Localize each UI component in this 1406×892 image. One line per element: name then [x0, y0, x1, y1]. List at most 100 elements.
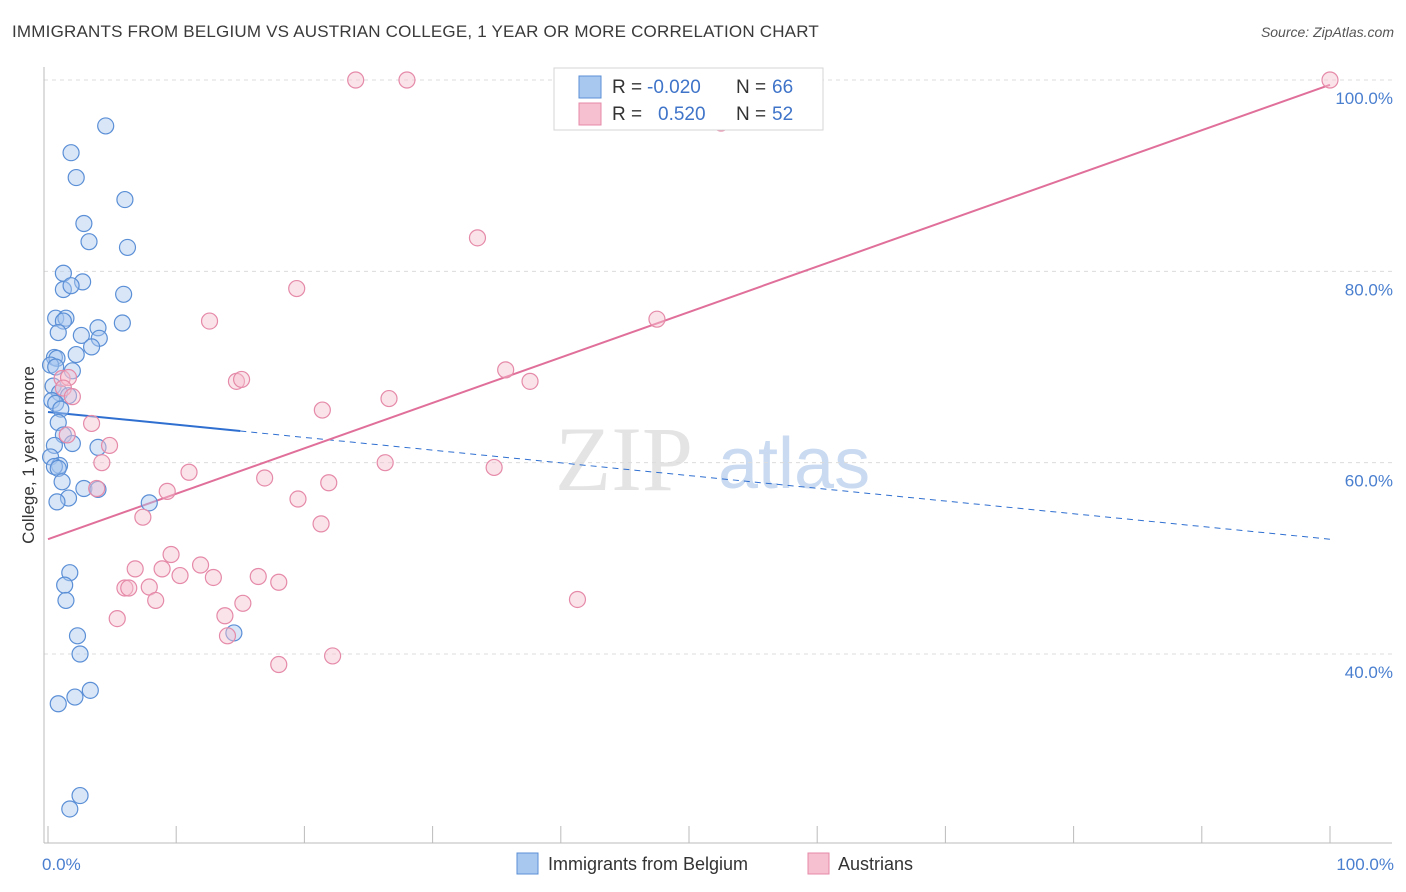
trend-line-blue-solid: [47, 410, 241, 433]
point-pink-9: [232, 370, 251, 389]
legend-n-value-pink: 52: [772, 104, 793, 125]
point-pink-37: [204, 568, 222, 587]
point-blue-56: [49, 695, 67, 713]
point-pink-21: [93, 454, 111, 472]
point-pink-34: [191, 556, 210, 574]
point-pink-40: [116, 579, 134, 597]
trend-line-pink: [47, 83, 1331, 541]
legend-n-value-blue: 66: [772, 77, 793, 98]
legend-r-label-blue: R =: [612, 77, 642, 98]
point-blue-35: [63, 434, 81, 453]
point-blue-49: [56, 576, 74, 594]
point-blue-53: [71, 645, 89, 663]
point-blue-17: [49, 323, 67, 342]
point-blue-22: [48, 349, 66, 367]
point-blue-10: [62, 277, 80, 295]
point-pink-36: [171, 566, 189, 585]
points-layer: [41, 71, 1339, 818]
point-pink-41: [120, 579, 138, 597]
point-pink-6: [200, 312, 219, 330]
point-blue-58: [61, 800, 79, 818]
point-pink-30: [134, 508, 152, 526]
legend-n-label-blue: N =: [736, 77, 766, 98]
watermark-atlas: atlas: [718, 424, 870, 504]
bottom-legend: Immigrants from Belgium Austrians: [516, 852, 913, 875]
watermark-zip: ZIP: [555, 408, 693, 510]
chart-title: IMMIGRANTS FROM BELGIUM VS AUSTRIAN COLL…: [12, 22, 819, 41]
legend-r-value-pink: 0.520: [658, 104, 706, 125]
point-blue-32: [52, 400, 70, 418]
point-pink-24: [180, 463, 198, 481]
point-pink-23: [485, 458, 503, 477]
trend-layer: [47, 83, 1331, 541]
watermark: ZIP atlas: [555, 408, 870, 510]
point-blue-15: [113, 314, 131, 332]
legend-r-label-pink: R =: [612, 104, 642, 125]
y-axis-title: College, 1 year or more: [19, 366, 38, 544]
point-blue-6: [118, 238, 137, 257]
point-pink-48: [218, 627, 237, 645]
point-blue-52: [68, 627, 87, 645]
point-pink-4: [468, 229, 487, 247]
point-pink-49: [324, 647, 342, 665]
y-tick-label-60: 60.0%: [1345, 472, 1393, 491]
point-blue-23: [67, 345, 85, 364]
point-pink-35: [153, 560, 171, 578]
point-pink-28: [158, 482, 176, 500]
point-pink-7: [648, 310, 666, 328]
point-blue-13: [57, 309, 75, 327]
point-pink-1: [398, 71, 416, 89]
point-blue-47: [140, 494, 158, 512]
point-pink-46: [216, 607, 234, 625]
point-pink-19: [58, 426, 76, 444]
point-blue-20: [82, 338, 101, 356]
x-tick-label-0: 0.0%: [42, 855, 81, 874]
x-tick-label-100: 100.0%: [1336, 855, 1394, 874]
point-pink-5: [288, 279, 306, 298]
point-pink-18: [82, 414, 101, 433]
point-pink-32: [162, 545, 180, 564]
bottom-legend-swatch-blue: [516, 852, 539, 875]
point-pink-38: [249, 567, 267, 586]
point-pink-22: [376, 454, 394, 472]
legend-swatch-blue: [578, 75, 602, 99]
point-pink-31: [312, 515, 330, 533]
point-pink-11: [521, 372, 539, 390]
point-pink-10: [497, 361, 515, 379]
point-blue-44: [89, 480, 107, 499]
point-blue-1: [62, 144, 80, 162]
legend-swatch-pink: [578, 102, 602, 126]
bottom-legend-label-blue: Immigrants from Belgium: [548, 854, 748, 874]
grid-layer: [44, 79, 1392, 655]
point-blue-50: [57, 591, 75, 610]
legend-r-value-blue: -0.020: [647, 77, 701, 98]
point-blue-2: [67, 168, 85, 187]
legend-n-label-pink: N =: [736, 104, 766, 125]
point-pink-33: [126, 560, 144, 578]
point-blue-55: [66, 688, 84, 706]
point-blue-57: [71, 786, 89, 805]
y-tick-label-40: 40.0%: [1345, 663, 1393, 682]
point-pink-47: [108, 610, 126, 628]
point-pink-26: [320, 474, 338, 492]
point-pink-0: [347, 71, 365, 89]
axis-layer: 40.0% 60.0% 80.0% 100.0% 0.0% 100.0%: [42, 67, 1394, 874]
point-blue-4: [75, 214, 93, 233]
point-blue-42: [53, 473, 71, 491]
point-pink-44: [568, 590, 587, 609]
point-pink-2: [1321, 71, 1339, 89]
point-blue-41: [49, 459, 67, 478]
point-pink-39: [270, 573, 288, 591]
point-pink-20: [100, 436, 119, 455]
point-pink-13: [59, 368, 78, 387]
chart-source: Source: ZipAtlas.com: [1260, 24, 1394, 40]
point-pink-25: [256, 469, 274, 487]
point-pink-43: [147, 591, 165, 610]
point-pink-16: [380, 389, 398, 408]
legend-box: R = -0.020 N = 66 R = 0.520 N = 52: [553, 67, 824, 131]
point-pink-45: [234, 594, 252, 612]
point-blue-11: [115, 285, 133, 303]
point-pink-27: [88, 479, 106, 498]
point-pink-17: [313, 401, 331, 419]
point-blue-3: [116, 190, 134, 209]
